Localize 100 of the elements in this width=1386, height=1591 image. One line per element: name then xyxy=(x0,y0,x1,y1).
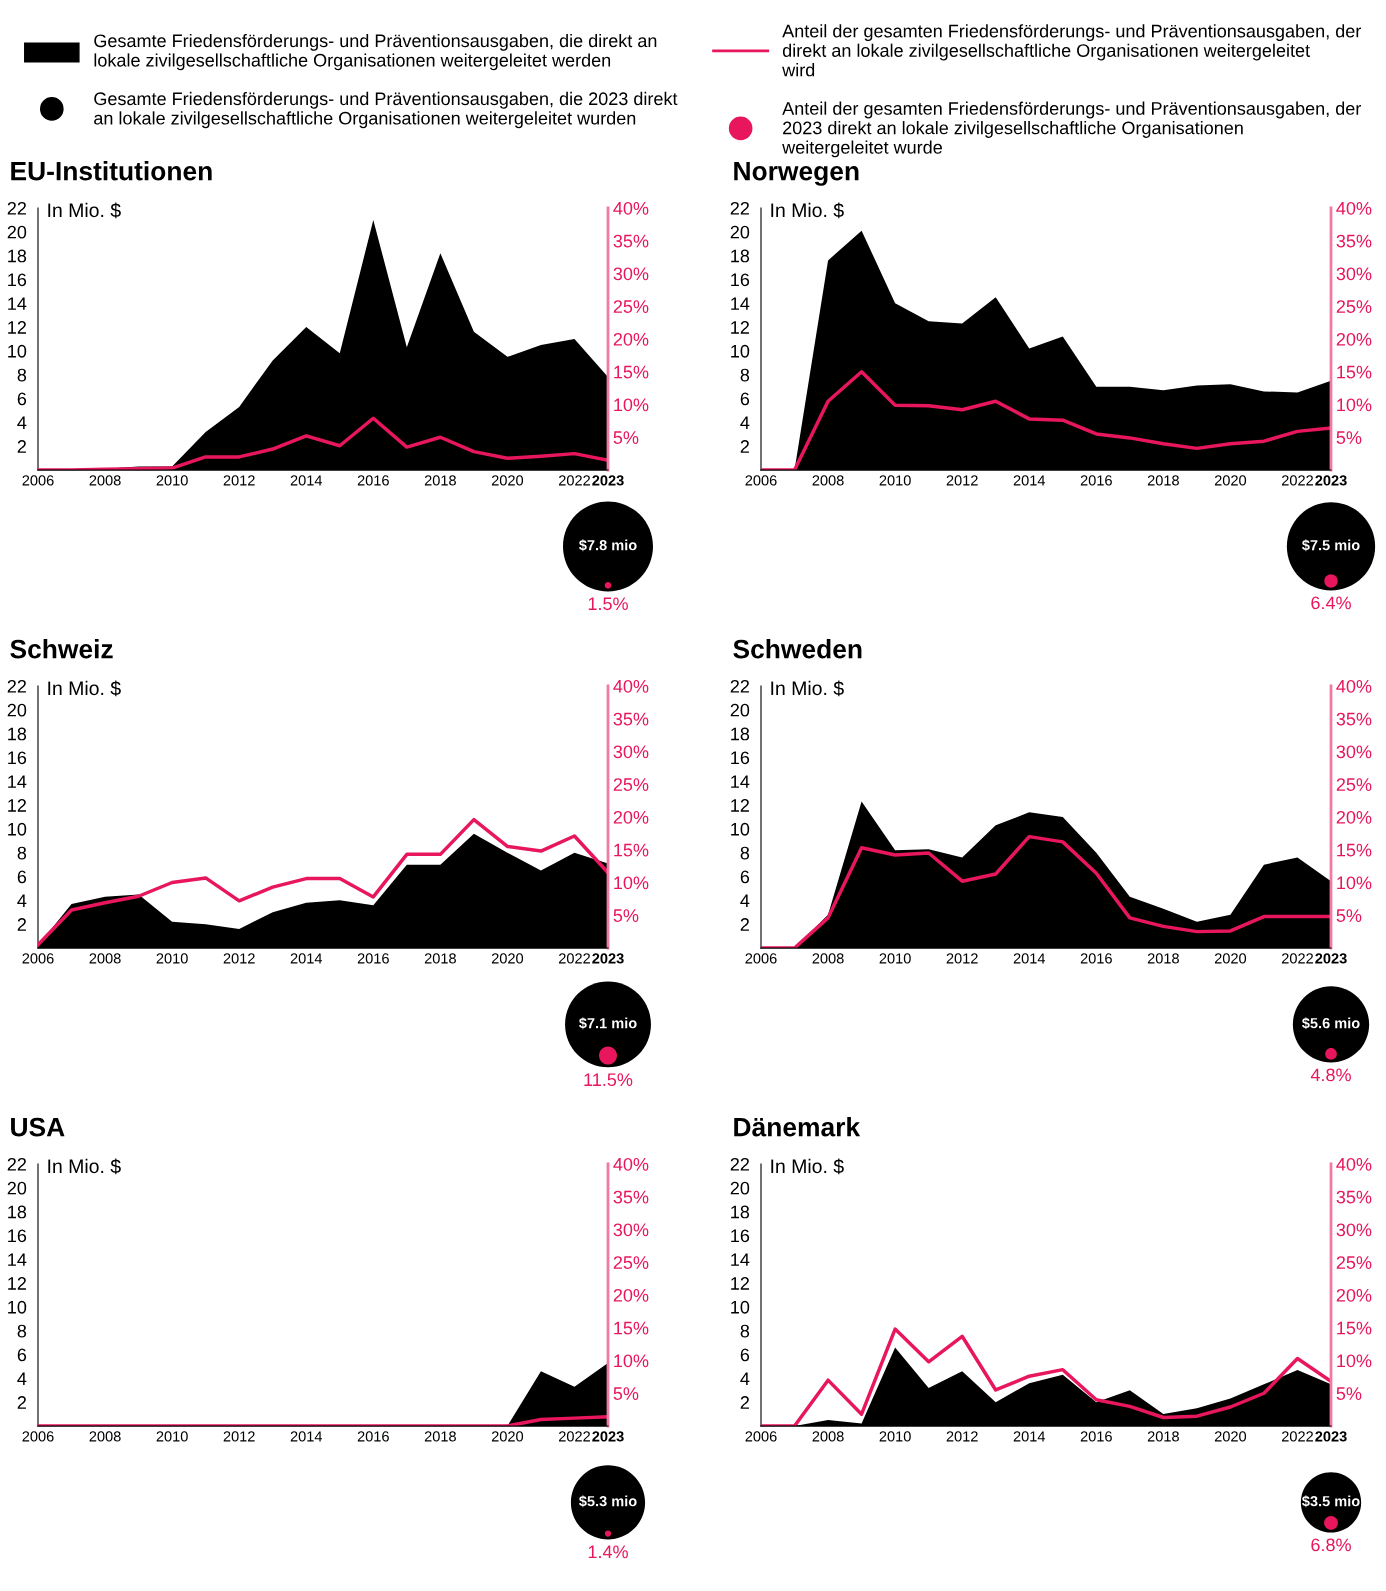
text: Anteil der gesamten Friedensförderungs- und Präventionsausgaben, der 2023 direkt an lokale zivilgesellschaftliche Organisationen weitergeleitet wurde xyxy=(782,101,1362,158)
y-tick-label: 12 xyxy=(731,321,749,334)
x-tick-label: 2008 xyxy=(812,953,844,964)
x-tick-label: 2020 xyxy=(1214,475,1247,486)
y-tick-label: 2 xyxy=(17,918,26,931)
y2-tick-label: 25% xyxy=(1336,1256,1372,1269)
x-tick-label: 2023 xyxy=(592,953,624,964)
x-tick-label: 2016 xyxy=(357,475,389,486)
y-tick-label: 14 xyxy=(731,1253,750,1266)
y-tick-label: 2 xyxy=(740,918,749,931)
y-tick-label: 20 xyxy=(7,703,27,717)
y-tick-label: 16 xyxy=(731,751,750,765)
x-tick-label: 2022 xyxy=(558,475,590,486)
x-tick-label: 2008 xyxy=(89,475,121,486)
x-tick-label: 2016 xyxy=(357,1431,389,1442)
y2-tick-label: 30% xyxy=(613,745,649,759)
x-tick-label: 2014 xyxy=(290,1431,323,1442)
y2-tick-label: 35% xyxy=(613,712,649,726)
y2-tick-label: 5% xyxy=(1336,431,1362,444)
x-tick-label: 2020 xyxy=(491,475,524,486)
y2-tick-label: 10% xyxy=(1337,876,1372,890)
y-tick-label: 8 xyxy=(740,846,750,860)
y-tick-label: 22 xyxy=(730,679,749,693)
y2-tick-label: 40% xyxy=(613,1157,649,1171)
y-tick-label: 18 xyxy=(731,249,750,263)
x-tick-label: 2014 xyxy=(290,953,323,964)
y-tick-label: 22 xyxy=(7,1157,26,1171)
y2-tick-label: 25% xyxy=(613,300,649,313)
x-tick-label: 2010 xyxy=(156,1431,188,1442)
x-tick-label: 2008 xyxy=(812,1431,844,1442)
text: 1.5% xyxy=(588,597,628,611)
x-tick-label: 2010 xyxy=(156,953,188,964)
y-tick-label: 20 xyxy=(730,703,750,717)
x-tick-label: 2020 xyxy=(1214,953,1247,964)
y-tick-label: 10 xyxy=(8,822,27,836)
text: $5.3 mio xyxy=(579,1495,637,1508)
x-tick-label: 2018 xyxy=(424,1431,456,1442)
y2-tick-label: 5% xyxy=(1336,1387,1362,1400)
y-tick-label: 10 xyxy=(8,344,27,358)
y-tick-label: 18 xyxy=(8,727,27,741)
y-tick-label: 4 xyxy=(740,894,750,907)
x-tick-label: 2012 xyxy=(946,475,978,486)
y-tick-label: 18 xyxy=(8,1205,27,1219)
y-tick-label: 20 xyxy=(730,225,750,239)
x-tick-label: 2018 xyxy=(424,475,456,486)
y2-tick-label: 30% xyxy=(1336,745,1372,759)
x-tick-label: 2023 xyxy=(1315,953,1347,964)
x-tick-label: 2018 xyxy=(1147,475,1179,486)
x-tick-label: 2010 xyxy=(156,475,188,486)
chart-title: Schweiz xyxy=(10,639,113,659)
y-tick-label: 12 xyxy=(731,799,749,812)
x-tick-label: 2023 xyxy=(1315,1431,1347,1442)
y2-tick-label: 30% xyxy=(613,267,649,281)
y-tick-label: 20 xyxy=(730,1181,750,1195)
y2-tick-label: 5% xyxy=(613,1387,639,1400)
y2-tick-label: 30% xyxy=(613,1223,649,1237)
y-tick-label: 8 xyxy=(740,1324,750,1338)
y-tick-label: 22 xyxy=(7,201,26,215)
text: 6.8% xyxy=(1311,1538,1351,1552)
y2-tick-label: 35% xyxy=(613,234,649,248)
y-tick-label: 14 xyxy=(8,297,27,310)
y2-tick-label: 15% xyxy=(614,843,649,857)
x-tick-label: 2014 xyxy=(1013,1431,1046,1442)
y2-tick-label: 35% xyxy=(613,1190,649,1204)
y-tick-label: 2 xyxy=(17,440,26,453)
y-axis-title: In Mio. $ xyxy=(771,202,844,219)
x-tick-label: 2008 xyxy=(89,1431,121,1442)
chart-title: Norwegen xyxy=(734,162,859,186)
y2-tick-label: 25% xyxy=(1336,778,1372,791)
x-tick-label: 2022 xyxy=(1281,953,1313,964)
x-tick-label: 2012 xyxy=(223,475,255,486)
y2-tick-label: 40% xyxy=(1336,201,1372,215)
y-axis-title: In Mio. $ xyxy=(771,680,844,697)
y-tick-label: 8 xyxy=(740,368,750,382)
y-tick-label: 14 xyxy=(731,297,750,310)
y-tick-label: 6 xyxy=(740,392,750,406)
x-tick-label: 2012 xyxy=(223,953,255,964)
y-tick-label: 2 xyxy=(740,440,749,453)
x-tick-label: 2023 xyxy=(592,1431,624,1442)
x-tick-label: 2018 xyxy=(424,953,456,964)
x-tick-label: 2016 xyxy=(1080,1431,1112,1442)
x-tick-label: 2016 xyxy=(1080,475,1112,486)
x-tick-label: 2012 xyxy=(946,1431,978,1442)
text: 1.4% xyxy=(588,1545,628,1559)
y-tick-label: 10 xyxy=(8,1300,27,1314)
text: $5.6 mio xyxy=(1302,1017,1360,1030)
y-tick-label: 16 xyxy=(8,273,27,287)
y-tick-label: 2 xyxy=(17,1396,26,1409)
legend-label: Gesamte Friedensförderungs- und Präventionsausgaben, die direkt an lokale zivilgesellschaftliche Organisationen weitergeleitet werden xyxy=(94,33,657,71)
y-axis-title: In Mio. $ xyxy=(48,680,121,697)
text: 11.5% xyxy=(584,1073,633,1087)
y2-tick-label: 35% xyxy=(1336,1190,1372,1204)
y-tick-label: 16 xyxy=(731,1229,750,1243)
chart-title: EU-Institutionen xyxy=(11,161,212,181)
y-tick-label: 6 xyxy=(17,870,27,884)
y2-tick-label: 20% xyxy=(613,332,649,346)
x-tick-label: 2006 xyxy=(22,953,54,964)
y2-tick-label: 10% xyxy=(1337,1354,1372,1368)
x-tick-label: 2010 xyxy=(879,953,911,964)
y-tick-label: 6 xyxy=(740,870,750,884)
